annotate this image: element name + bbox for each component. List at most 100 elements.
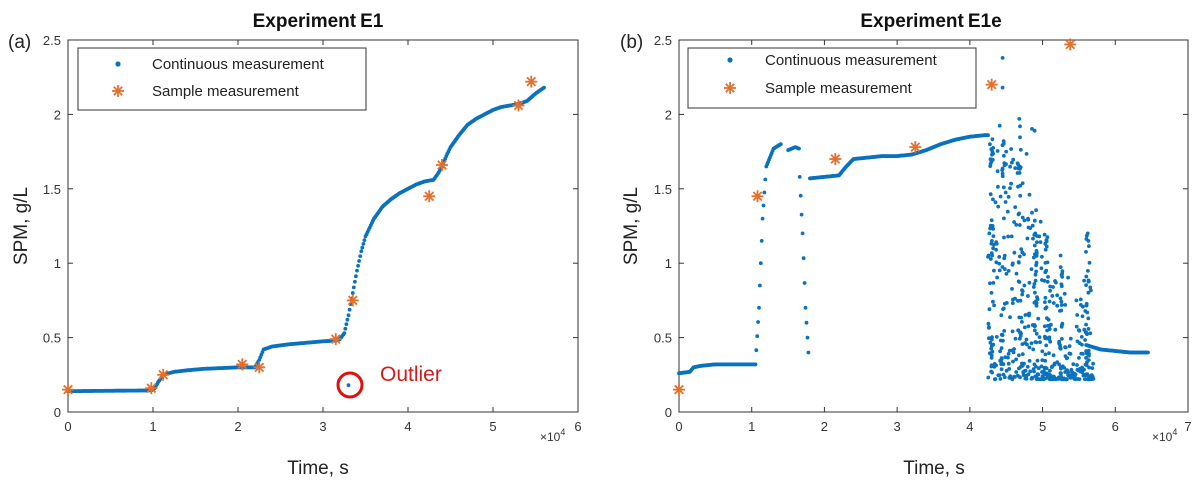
data-point: [362, 238, 367, 243]
data-point: [1002, 256, 1007, 261]
sample-point: [909, 141, 922, 154]
x-tick-label: 6: [1112, 419, 1119, 434]
data-point: [1079, 351, 1084, 356]
data-point: [1046, 275, 1050, 279]
y-tick-label: 2.5: [43, 33, 61, 48]
data-point: [351, 285, 356, 290]
data-point: [1066, 373, 1070, 377]
data-point: [1038, 240, 1043, 245]
data-point: [1045, 235, 1050, 240]
data-point: [1032, 218, 1037, 223]
sample-point: [751, 190, 764, 203]
data-point: [1086, 290, 1091, 295]
data-point: [1047, 299, 1052, 304]
sample-point: [512, 99, 525, 112]
sample-point: [236, 358, 249, 371]
data-point: [1068, 336, 1073, 341]
data-point: [1043, 241, 1048, 246]
x-tick-label: 6: [574, 419, 581, 434]
x-tick-label: 3: [319, 419, 326, 434]
data-point: [1028, 226, 1033, 231]
data-point: [1045, 316, 1049, 320]
data-point: [1068, 376, 1073, 380]
sample-point: [525, 75, 538, 88]
legend-asterisk: [724, 82, 736, 94]
data-point: [1011, 350, 1016, 355]
data-point: [753, 362, 758, 367]
panel-b-x-exponent: ×104: [1152, 427, 1177, 444]
data-point: [986, 255, 990, 259]
data-point: [354, 274, 358, 279]
data-point: [1001, 362, 1006, 367]
data-point: [1033, 324, 1037, 328]
data-point: [1042, 232, 1047, 237]
data-point: [998, 349, 1002, 354]
data-point: [1002, 161, 1007, 166]
data-point: [1044, 244, 1049, 249]
data-point: [1010, 262, 1015, 267]
sample-point: [423, 190, 436, 203]
data-point: [1016, 260, 1021, 265]
data-point: [1010, 377, 1014, 381]
data-point: [361, 242, 366, 246]
data-point: [1090, 374, 1095, 379]
x-tick-label: 0: [64, 419, 71, 434]
sample-point: [62, 383, 74, 396]
data-point: [1075, 363, 1079, 367]
data-point: [987, 351, 992, 356]
panel-b-x-label: Time, s: [903, 458, 965, 479]
data-point: [1033, 374, 1038, 379]
data-point: [1063, 370, 1068, 374]
data-point: [1051, 285, 1055, 289]
data-point: [1035, 295, 1039, 299]
data-point: [1046, 375, 1051, 380]
data-point: [1058, 253, 1063, 258]
y-tick-label: 2.5: [654, 33, 672, 48]
data-point: [1067, 344, 1072, 348]
x-tick-label: 1: [748, 419, 755, 434]
panel-a-y-axis: 0 0.5 1 1.5 2 2.5: [43, 33, 578, 420]
data-point: [988, 281, 992, 286]
data-point: [1014, 222, 1019, 227]
data-point: [1014, 370, 1019, 374]
data-point: [798, 193, 803, 198]
data-point: [1039, 266, 1044, 271]
data-point: [1045, 371, 1049, 376]
data-point: [1026, 294, 1030, 298]
panel-a-legend: Continuous measurement Sample measuremen…: [77, 47, 367, 111]
y-tick-label: 0: [54, 405, 61, 420]
data-point: [353, 279, 357, 284]
data-point: [1043, 247, 1048, 252]
data-point: [1023, 341, 1027, 345]
data-point: [1089, 288, 1093, 293]
data-point: [1033, 231, 1038, 236]
data-point: [1044, 238, 1049, 243]
y-tick-label: 1.5: [43, 182, 61, 197]
data-point: [1011, 157, 1016, 162]
data-point: [1017, 353, 1021, 358]
data-point: [1022, 252, 1026, 257]
data-point: [1013, 205, 1018, 210]
data-point: [1059, 273, 1064, 277]
y-tick-label: 1: [665, 256, 672, 271]
data-point: [1003, 200, 1008, 204]
data-point: [1085, 372, 1090, 376]
data-point: [1020, 289, 1025, 293]
data-point: [1003, 267, 1007, 271]
data-point: [1043, 376, 1048, 381]
data-point: [1067, 351, 1072, 356]
data-point: [991, 299, 995, 304]
data-point: [1025, 236, 1030, 241]
sample-point: [436, 158, 448, 171]
data-point: [1009, 147, 1013, 151]
data-point: [1031, 255, 1036, 260]
data-point: [1021, 373, 1026, 377]
data-point: [1009, 234, 1014, 239]
data-point: [1062, 366, 1067, 370]
data-point: [806, 350, 811, 355]
data-point: [342, 331, 347, 335]
data-point: [804, 320, 809, 325]
panel-a-sample-series: [62, 75, 538, 396]
data-point: [1006, 234, 1010, 239]
